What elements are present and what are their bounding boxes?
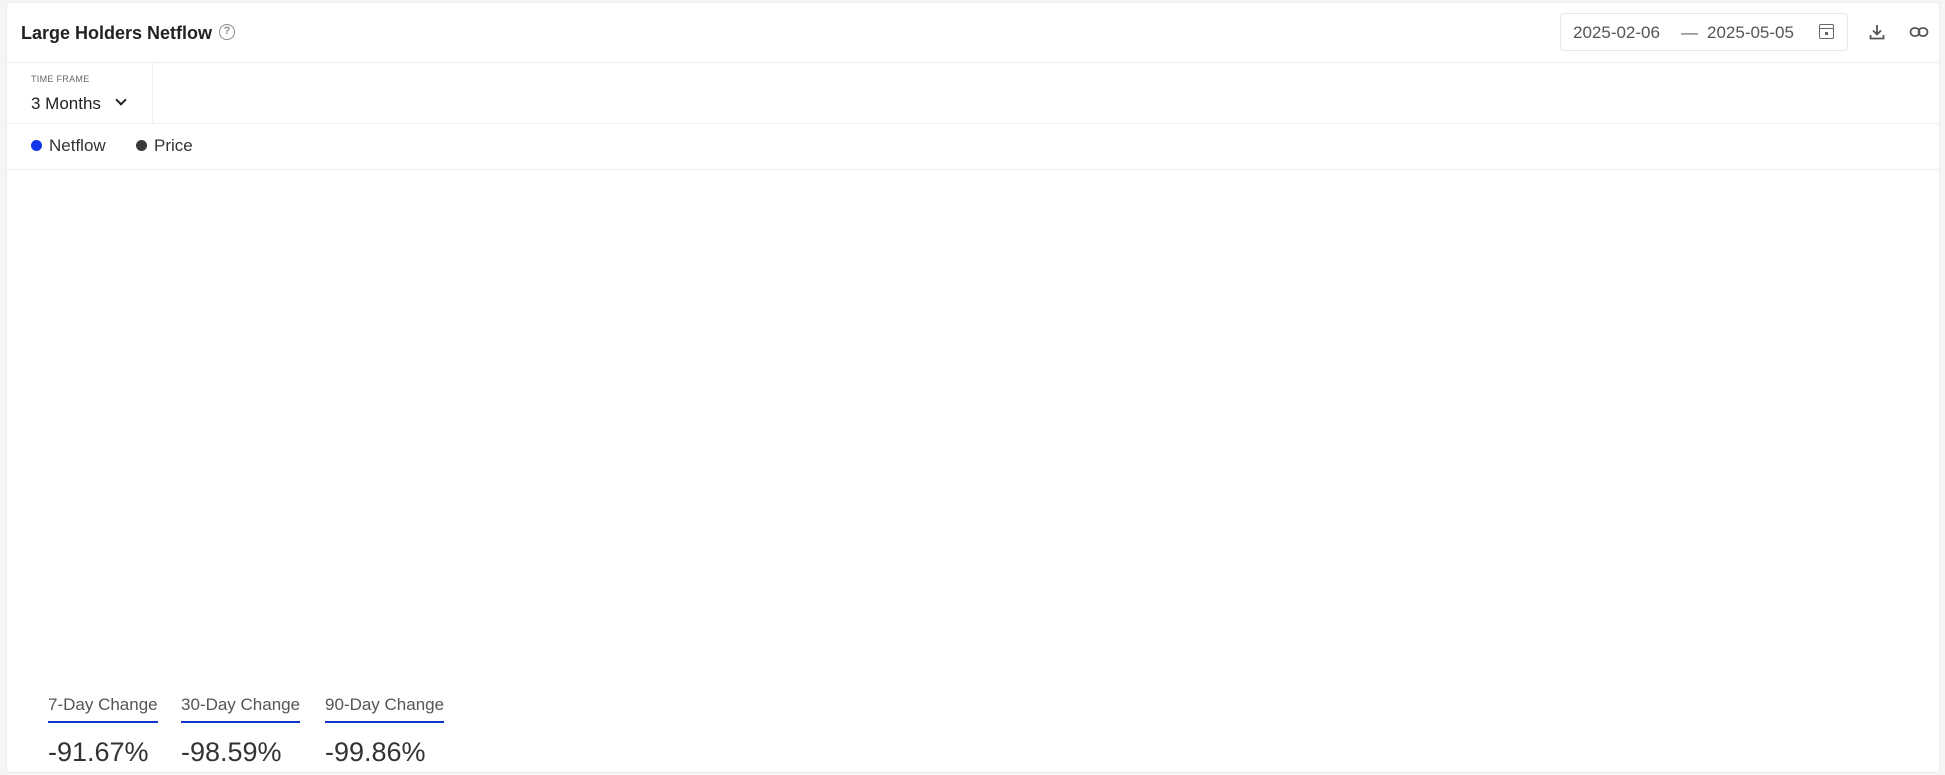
divider (7, 169, 1939, 170)
timeframe-value[interactable]: 3 Months (31, 94, 101, 113)
help-circle-icon[interactable]: ? (219, 24, 235, 40)
calendar-icon[interactable] (1819, 24, 1834, 39)
download-icon[interactable] (1868, 23, 1886, 41)
date-range-picker[interactable]: 2025-02-06 — 2025-05-05 (1560, 13, 1848, 51)
date-start: 2025-02-06 (1573, 23, 1660, 42)
link-icon[interactable] (1909, 23, 1929, 41)
change-90d-value: -99.86% (325, 737, 426, 767)
legend-item-price[interactable]: Price (136, 136, 193, 156)
legend-dot-price (136, 140, 147, 151)
chart-title: Large Holders Netflow (21, 23, 213, 43)
chevron-down-icon[interactable] (115, 94, 127, 106)
change-30d-label[interactable]: 30-Day Change (181, 695, 301, 723)
legend-dot-netflow (31, 140, 42, 151)
change-90d-label[interactable]: 90-Day Change (325, 695, 445, 723)
divider (7, 123, 1939, 124)
legend-label-price: Price (154, 136, 193, 155)
legend-item-netflow[interactable]: Netflow (31, 136, 106, 156)
timeframe-label: TIME FRAME (31, 74, 90, 84)
chart-card: Large Holders Netflow ? 2025-02-06 — 202… (6, 2, 1940, 773)
card-header: Large Holders Netflow ? 2025-02-06 — 202… (7, 3, 1939, 63)
date-end: 2025-05-05 (1707, 23, 1794, 42)
change-7d-label[interactable]: 7-Day Change (48, 695, 158, 723)
date-separator: — (1681, 23, 1698, 42)
legend-label-netflow: Netflow (49, 136, 106, 155)
change-30d-value: -98.59% (181, 737, 282, 767)
change-7d-value: -91.67% (48, 737, 149, 767)
timeframe-selector[interactable]: TIME FRAME 3 Months (7, 63, 153, 123)
